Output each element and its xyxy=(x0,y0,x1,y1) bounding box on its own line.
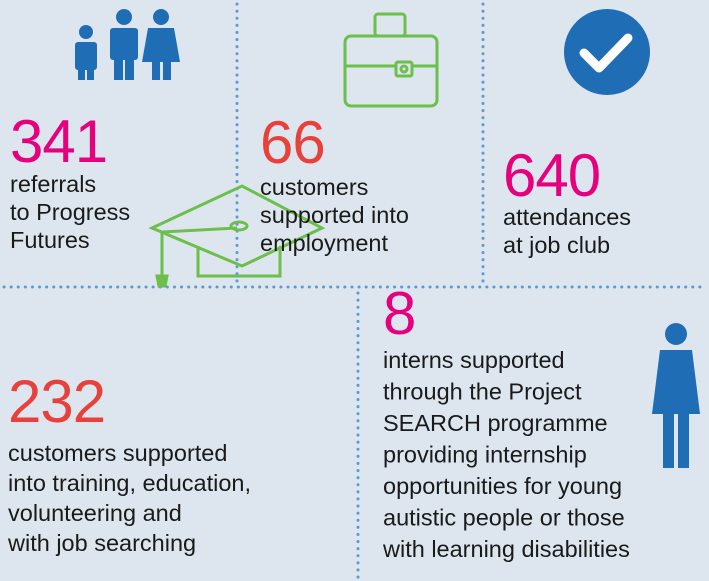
stat-number: 8 xyxy=(383,280,415,347)
stat-text: SEARCH programme xyxy=(383,410,608,436)
stat-text: into training, education, xyxy=(8,470,251,496)
stat-text: providing internship xyxy=(383,442,587,468)
stat-text: supported into xyxy=(260,202,409,228)
stat-text: opportunities for young xyxy=(383,473,622,499)
stat-text: with learning disabilities xyxy=(382,536,630,562)
stat-number: 640 xyxy=(503,142,600,209)
stat-text: customers xyxy=(260,174,368,200)
stat-text: Futures xyxy=(10,227,90,253)
family-icon xyxy=(75,9,180,80)
stat-text: to Progress xyxy=(10,199,130,225)
check-icon xyxy=(564,9,650,95)
person-icon xyxy=(652,323,700,468)
stat-text: attendances xyxy=(503,204,631,230)
stat-number: 66 xyxy=(260,109,325,176)
graduation-cap-icon xyxy=(148,184,326,288)
stat-text: with job searching xyxy=(7,530,196,556)
stat-text: autistic people or those xyxy=(383,505,625,531)
stat-text: customers supported xyxy=(8,440,227,466)
stat-text: at job club xyxy=(503,232,610,258)
stat-text: referrals xyxy=(10,171,96,197)
stat-text: volunteering and xyxy=(8,500,182,526)
stat-number: 232 xyxy=(8,368,105,435)
briefcase-icon xyxy=(343,12,439,108)
stat-number: 341 xyxy=(10,108,107,175)
stat-text: interns supported xyxy=(383,347,565,373)
stat-text: through the Project xyxy=(383,379,582,405)
stat-text: employment xyxy=(260,230,388,256)
